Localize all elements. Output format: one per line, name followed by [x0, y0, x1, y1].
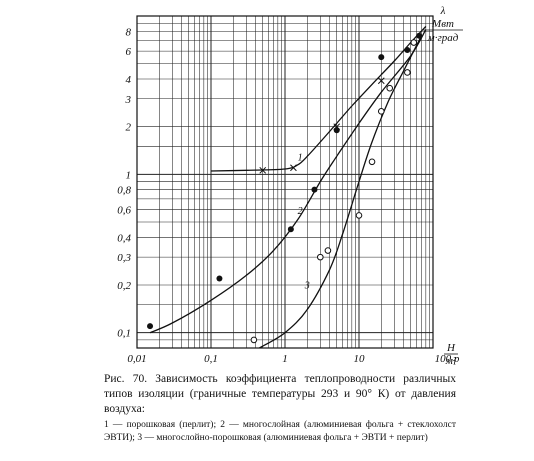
- y-tick-label: 0,1: [117, 328, 131, 340]
- curve-label-2: 2: [298, 206, 303, 217]
- point-filled-circle: [404, 46, 411, 53]
- point-x-marker: [377, 77, 385, 85]
- point-open-circle: [324, 247, 332, 254]
- point-open-circle: [368, 158, 376, 166]
- chart-curves: [149, 25, 427, 349]
- y-tick-label: 0,2: [117, 280, 131, 292]
- x-tick-label: 0,1: [204, 353, 218, 365]
- chart-labels: 0,1 0,2 0,3 0,4 0,6 0,8 1 2 3 4 6 8 0,01 0,1 1 10 100 р λ…: [117, 5, 463, 367]
- point-open-circle: [404, 69, 411, 76]
- y-tick-label: 3: [125, 94, 132, 106]
- curve-label-1: 1: [298, 153, 303, 164]
- point-x-stroke: [377, 77, 385, 85]
- x-tick-label: 0,01: [127, 353, 146, 365]
- y-tick-label: 8: [126, 26, 132, 38]
- curve-label-3: 3: [304, 281, 310, 292]
- chart-grid: [136, 15, 434, 349]
- y-tick-label: 0,6: [117, 204, 131, 216]
- curve-3: [258, 35, 423, 349]
- x-tick-label: 1: [282, 353, 288, 365]
- y-tick-label: 6: [126, 46, 132, 58]
- x-tick-label: 100 р: [435, 353, 460, 365]
- y-tick-label: 4: [126, 74, 132, 86]
- x-unit-denominator: м²: [445, 355, 457, 367]
- y-tick-label: 0,3: [117, 252, 131, 264]
- plot-frame: [136, 15, 434, 349]
- point-open-circle: [386, 84, 394, 92]
- point-x-stroke: [259, 166, 267, 174]
- y-tick-label: 0,8: [117, 185, 131, 197]
- y-unit-numerator: Мвт: [431, 18, 454, 30]
- figure-caption: Рис. 70. Зависимость коэффициента теплоп…: [104, 372, 456, 445]
- point-filled-circle: [416, 32, 423, 39]
- point-filled-circle: [378, 54, 385, 61]
- y-tick-label: 0,4: [117, 232, 131, 244]
- point-open-circle: [355, 212, 363, 219]
- y-unit-symbol: λ: [440, 5, 446, 17]
- caption-main: Рис. 70. Зависимость коэффициента теплоп…: [104, 373, 456, 415]
- curve-2: [149, 29, 427, 334]
- x-unit-numerator: Н: [446, 342, 456, 354]
- point-filled-circle: [311, 186, 318, 193]
- point-open-circle: [250, 336, 258, 344]
- point-x-marker: [290, 164, 297, 172]
- point-x-marker: [259, 166, 267, 174]
- y-tick-label: 1: [126, 169, 132, 181]
- caption-legend: 1 — порошковая (перлит); 2 — многослойна…: [104, 420, 456, 443]
- thermal-conductivity-chart: 0,1 0,2 0,3 0,4 0,6 0,8 1 2 3 4 6 8 0,01 0,1 1 10 100 р λ…: [117, 5, 463, 367]
- point-filled-circle: [333, 127, 340, 134]
- point-filled-circle: [287, 226, 294, 233]
- point-open-circle: [317, 253, 324, 261]
- y-tick-label: 2: [126, 122, 132, 134]
- point-filled-circle: [147, 323, 154, 330]
- x-tick-label: 10: [354, 353, 366, 365]
- y-unit-denominator: м·град: [427, 32, 459, 44]
- point-open-circle: [377, 108, 385, 115]
- point-open-circle: [410, 39, 418, 46]
- chart-points: [147, 32, 423, 344]
- point-x-stroke: [290, 164, 297, 172]
- curve-1: [210, 25, 427, 172]
- point-filled-circle: [216, 275, 223, 282]
